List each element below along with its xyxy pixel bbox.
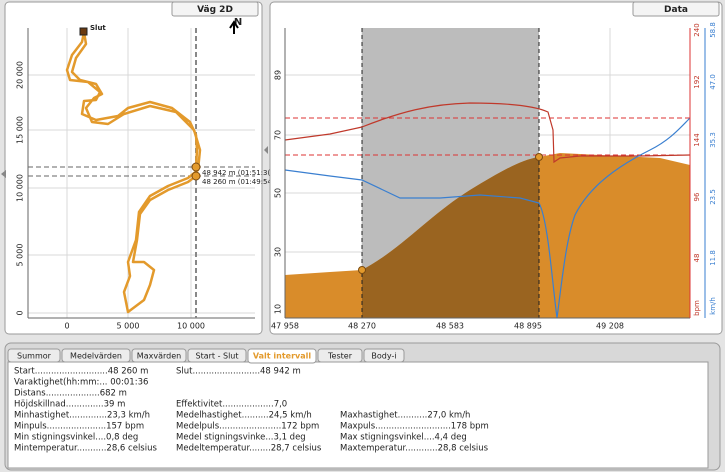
- pulse-tick-label: 48: [693, 254, 701, 263]
- end-label: Slut: [90, 24, 106, 32]
- map-title: Väg 2D: [197, 5, 233, 15]
- stat-row: Medel stigningsvinke...3,1 deg: [176, 433, 306, 443]
- map-panel: [4, 1, 263, 335]
- stat-row: Maxpuls............................178 b…: [340, 422, 489, 432]
- speed-tick-label: 58.8: [709, 22, 717, 38]
- pulse-tick-label: 144: [693, 133, 701, 147]
- tab[interactable]: [61, 348, 131, 363]
- end-marker: [79, 27, 88, 36]
- pulse-tick-label: 192: [693, 75, 701, 88]
- stats-tabs: Summor Medelvärden Maxvärden Start - Slut Va…: [7, 348, 405, 364]
- stats-rows: Start...........................48 260 m…: [14, 367, 489, 454]
- tab[interactable]: [317, 348, 363, 363]
- tab-label: Body-i: [371, 352, 396, 361]
- stat-row: Maxhastighet...........27,0 km/h: [340, 411, 470, 421]
- x-tick-label: 48 895: [514, 322, 542, 331]
- data-title: Data: [664, 5, 688, 15]
- y-tick-label: 10 000: [16, 174, 25, 202]
- stat-row: Slut.........................48 942 m: [176, 367, 301, 377]
- speed-tick-label: 23.5: [709, 189, 717, 205]
- stat-row: Varaktighet(hh:mm:... 00:01:36: [14, 378, 148, 388]
- speed-line: [284, 117, 691, 319]
- x-tick-label: 49 208: [596, 322, 624, 331]
- selected-area: [362, 157, 539, 318]
- tab-label: Maxvärden: [137, 352, 181, 361]
- y-tick-label: 30: [274, 247, 283, 257]
- pulse-tick-label: 96: [693, 192, 701, 201]
- selection-marker: [358, 266, 366, 274]
- y-tick-label: 5 000: [16, 244, 25, 267]
- stat-row: Max stigningsvinkel....4,4 deg: [340, 433, 467, 443]
- map-grid: 20 000 15 000 10 000 5 000 0 0 5 000 10 000: [16, 28, 255, 331]
- stats-content: [7, 361, 709, 469]
- data-tab[interactable]: [632, 1, 720, 17]
- stat-row: Medelpuls.......................172 bpm: [176, 422, 319, 432]
- pulse-line: [284, 102, 691, 164]
- y-tick-label: 50: [274, 188, 283, 198]
- tab-label: Tester: [327, 352, 353, 361]
- speed-tick-label: 11.8: [709, 250, 717, 266]
- x-tick-label: 48 270: [348, 322, 376, 331]
- tab-label: Start - Slut: [195, 352, 238, 361]
- speed-tick-label: 35.3: [709, 132, 717, 148]
- stat-row: Distans....................682 m: [14, 389, 127, 399]
- collapse-arrow[interactable]: [1, 170, 6, 178]
- tab[interactable]: [187, 348, 247, 363]
- y-tick-label: 20 000: [16, 61, 25, 89]
- selection-marker: [535, 153, 543, 161]
- tab-label: Valt intervall: [253, 352, 311, 361]
- stat-row: Effektivitet...................7,0: [176, 400, 287, 410]
- route: [65, 31, 202, 314]
- x-tick-label: 47 958: [271, 322, 299, 331]
- y-tick-label: 10: [274, 304, 283, 314]
- stat-row: Maxtemperatur............28,8 celsius: [340, 444, 489, 454]
- stat-row: Medeltemperatur........28,7 celsius: [176, 444, 322, 454]
- tab[interactable]: [131, 348, 187, 363]
- collapse-arrow[interactable]: [264, 146, 268, 154]
- x-tick-label: 48 583: [436, 322, 464, 331]
- marker-start: [191, 171, 201, 181]
- tab[interactable]: [363, 348, 405, 363]
- marker-label: 48 260 m (01:49:54: [202, 178, 272, 186]
- tab-label: Medelvärden: [70, 352, 122, 361]
- speed-tick-label: 47.0: [709, 74, 717, 90]
- marker-label: 48 942 m (01:51:3(: [202, 169, 270, 177]
- tab-label: Summor: [17, 352, 52, 361]
- y-tick-label: 70: [274, 130, 283, 140]
- pulse-tick-label: 240: [693, 23, 701, 36]
- stat-row: Start...........................48 260 m: [14, 367, 148, 377]
- tab[interactable]: [7, 348, 61, 363]
- y-tick-label: 15 000: [16, 116, 25, 144]
- stat-row: Minpuls......................157 bpm: [14, 422, 144, 432]
- stat-row: Min stigningsvinkel....0,8 deg: [14, 433, 138, 443]
- y-tick-label: 0: [16, 310, 25, 315]
- north-label: N: [234, 17, 242, 28]
- stat-row: Mintemperatur...........28,6 celsius: [14, 444, 157, 454]
- y-tick-label: 89: [274, 70, 283, 80]
- north-arrow: [229, 20, 239, 34]
- x-tick-label: 5 000: [117, 322, 140, 331]
- stat-row: Minhastighet..............23,3 km/h: [14, 411, 150, 421]
- speed-unit: km/h: [709, 297, 717, 315]
- x-tick-label: 0: [64, 322, 69, 331]
- marker-end: [191, 162, 201, 172]
- tab[interactable]: [247, 348, 317, 364]
- stat-row: Medelhastighet..........24,5 km/h: [176, 411, 312, 421]
- stat-row: Höjdskillnad..............39 m: [14, 400, 125, 410]
- x-tick-label: 10 000: [177, 322, 205, 331]
- map-tab[interactable]: [171, 1, 259, 17]
- pulse-unit: bpm: [693, 300, 701, 316]
